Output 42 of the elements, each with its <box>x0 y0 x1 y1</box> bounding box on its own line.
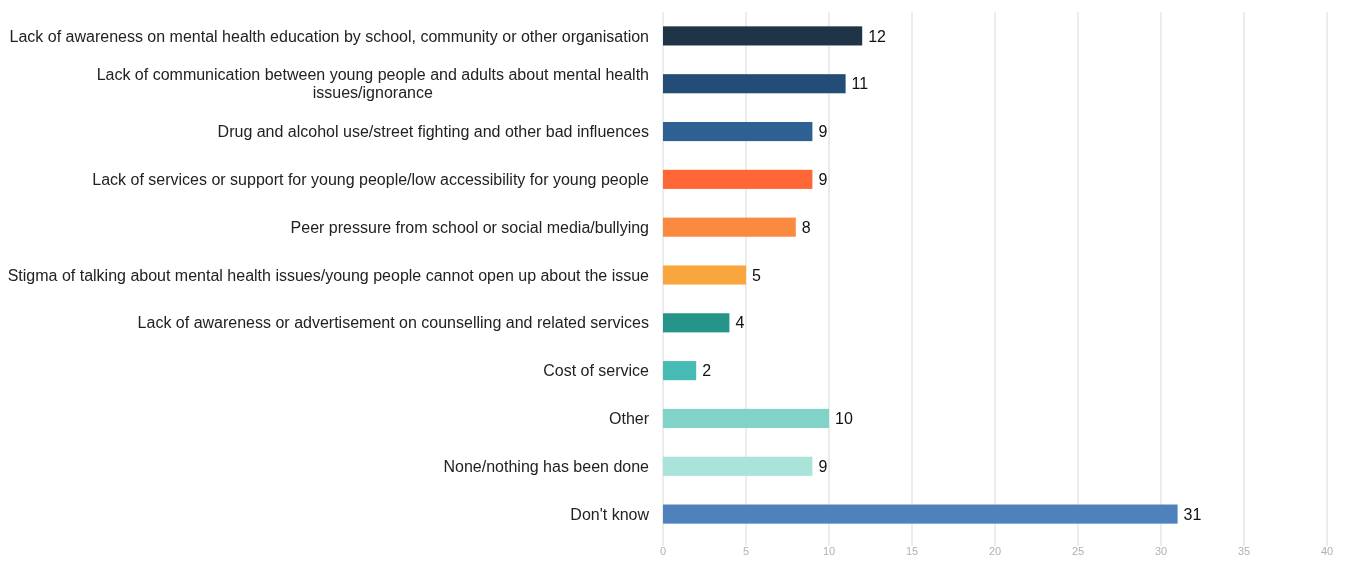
y-tick-label: Lack of awareness on mental health education by school, community or other organisation <box>9 27 649 45</box>
x-tick-label: 30 <box>1154 545 1168 557</box>
data-label: 4 <box>735 314 745 332</box>
bar <box>663 313 730 333</box>
y-tick-label: None/nothing has been done <box>443 457 650 475</box>
data-label: 10 <box>835 410 853 428</box>
y-tick-label: Other <box>608 410 650 428</box>
y-tick-label: Drug and alcohol use/street fighting and other bad influences <box>217 123 649 141</box>
data-label: 8 <box>801 218 811 236</box>
x-tick-label: 40 <box>1320 545 1334 557</box>
y-tick-label: Stigma of talking about mental health issues/young people cannot open up about the issue <box>7 266 650 284</box>
bar <box>663 265 746 285</box>
data-label: 2 <box>702 362 712 380</box>
x-tick-label: 5 <box>742 545 750 557</box>
data-label: 12 <box>868 27 887 45</box>
x-tick-label: 0 <box>659 545 667 557</box>
x-tick-label: 20 <box>988 545 1002 557</box>
bar <box>663 456 813 476</box>
bar <box>663 121 813 142</box>
data-label: 9 <box>818 170 828 188</box>
bar <box>663 361 697 381</box>
x-tick-label: 25 <box>1071 545 1085 557</box>
bar <box>663 504 1178 524</box>
bar <box>663 74 846 94</box>
x-tick-label: 10 <box>822 545 836 557</box>
y-tick-label: Peer pressure from school or social media/bullying <box>290 218 649 236</box>
bar <box>663 217 796 237</box>
data-label: 5 <box>752 266 761 284</box>
bar <box>663 169 813 189</box>
bar <box>663 408 829 429</box>
y-tick-label: Don't know <box>570 505 650 523</box>
y-tick-label: Lack of services or support for young people/low accessibility for young people <box>92 170 650 188</box>
x-tick-label: 15 <box>905 545 919 557</box>
data-label: 11 <box>851 75 869 93</box>
y-tick-label: Cost of service <box>543 362 650 380</box>
y-tick-label: Lack of awareness or advertisement on counselling and related services <box>137 314 649 332</box>
data-label: 9 <box>818 457 828 475</box>
data-label: 31 <box>1183 505 1202 523</box>
data-label: 9 <box>818 123 828 141</box>
x-tick-label: 35 <box>1237 545 1251 557</box>
bar <box>663 26 863 46</box>
y-tick-label: Lack of communication between young people and adults about mental health issues/ignorance <box>96 66 649 102</box>
